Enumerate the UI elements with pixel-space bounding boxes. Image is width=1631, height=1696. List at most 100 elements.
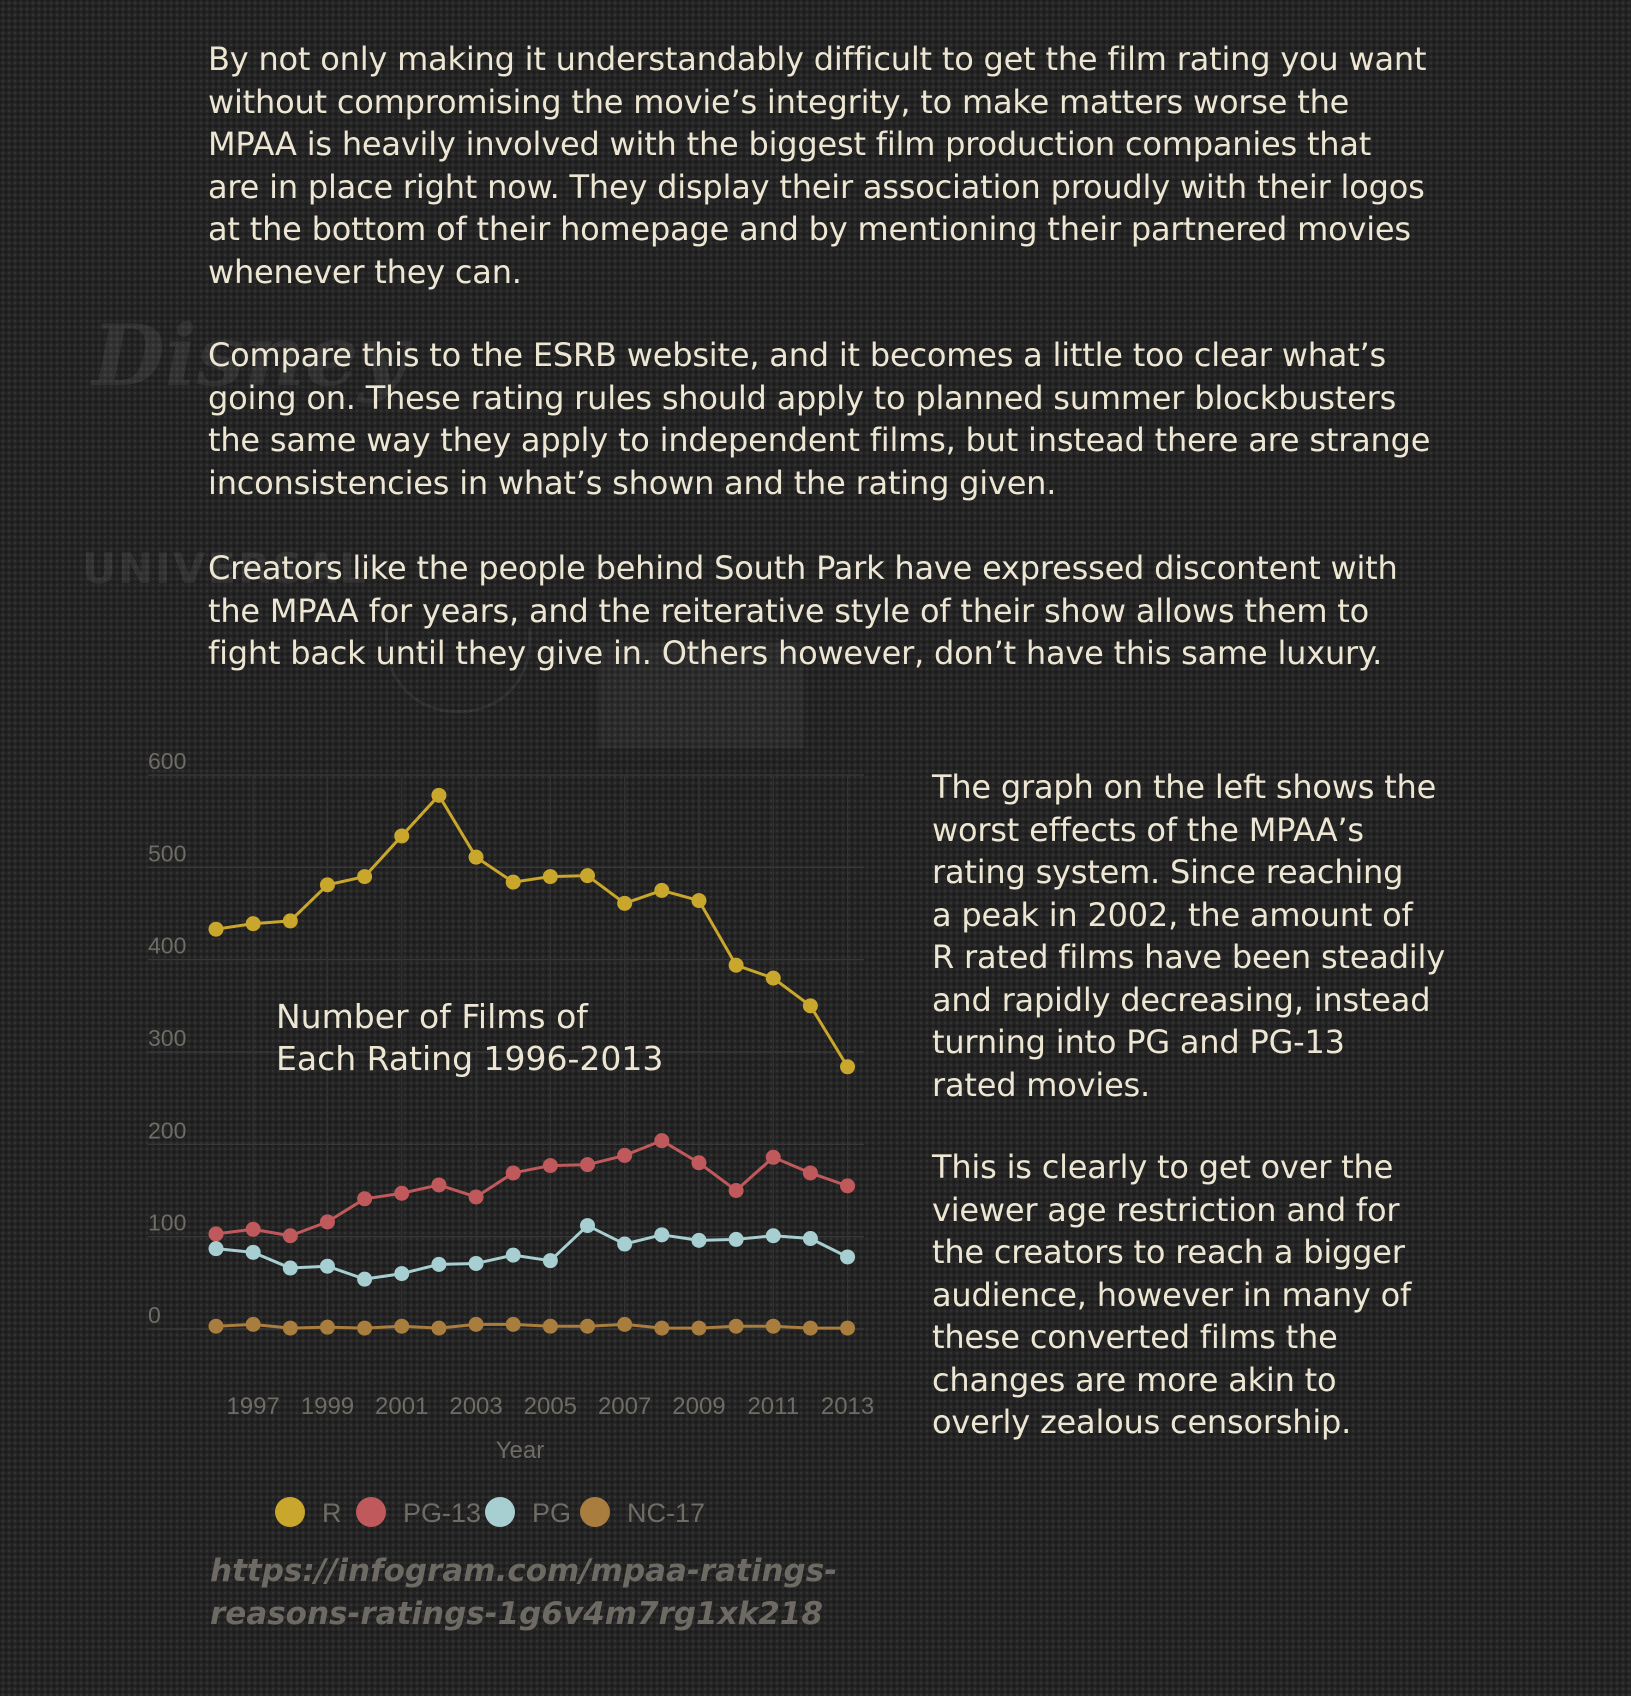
chart-title-line: Number of Films of: [276, 997, 589, 1036]
text-line: This is clearly to get over the: [932, 1148, 1394, 1186]
data-point: [728, 1183, 744, 1198]
x-tick-label: 2001: [375, 1393, 428, 1420]
legend-item-pg[interactable]: PG: [485, 1497, 571, 1528]
data-point: [208, 1241, 224, 1257]
x-tick-label: 1997: [226, 1393, 279, 1420]
data-point: [319, 877, 335, 893]
series-nc-17: [208, 1316, 856, 1336]
south-park-paragraph: Creators like the people behind South Pa…: [208, 547, 1398, 675]
data-point: [691, 1155, 707, 1171]
data-point: [654, 882, 670, 898]
data-point: [542, 1158, 558, 1174]
data-point: [691, 1320, 707, 1336]
text-line: whenever they can.: [208, 252, 522, 291]
data-point: [245, 1244, 261, 1260]
data-point: [840, 1178, 856, 1194]
data-point: [542, 869, 558, 885]
data-point: [394, 828, 410, 844]
data-point: [282, 1320, 298, 1336]
text-line: viewer age restriction and for: [932, 1190, 1400, 1229]
data-point: [208, 921, 224, 937]
y-tick-label: 100: [148, 1210, 186, 1236]
data-point: [357, 869, 373, 885]
censorship-paragraph: This is clearly to get over the viewer a…: [932, 1146, 1411, 1444]
data-point: [431, 1320, 447, 1336]
x-tick-label: 2013: [821, 1393, 874, 1420]
y-axis: 600 500 400 300 200 100 0: [148, 748, 186, 1328]
data-point: [394, 1185, 410, 1201]
text-line: R rated films have been steadily: [932, 938, 1445, 976]
x-tick-label: 2003: [449, 1393, 502, 1420]
text-line: the MPAA for years, and the reiterative …: [208, 591, 1369, 630]
data-point: [617, 1316, 633, 1332]
text-line: By not only making it understandably dif…: [208, 40, 1427, 78]
data-point: [468, 849, 484, 865]
source-link-line[interactable]: https://infogram.com/mpaa-ratings-: [210, 1553, 838, 1589]
data-point: [765, 1149, 781, 1165]
text-line: going on. These rating rules should appl…: [208, 378, 1397, 417]
text-line: worst effects of the MPAA’s: [932, 810, 1364, 849]
x-tick-label: 2007: [598, 1393, 651, 1420]
data-point: [840, 1320, 856, 1336]
y-tick-label: 300: [148, 1025, 186, 1051]
y-tick-label: 600: [148, 748, 186, 774]
data-point: [431, 1256, 447, 1272]
data-point: [319, 1319, 335, 1335]
data-point: [765, 1318, 781, 1334]
data-point: [802, 1320, 818, 1336]
data-point: [654, 1227, 670, 1243]
data-point: [580, 868, 595, 884]
x-tick-label: 1999: [301, 1393, 354, 1420]
legend-swatch: [356, 1497, 386, 1527]
y-tick-label: 0: [148, 1302, 161, 1328]
data-point: [357, 1271, 373, 1287]
legend-label: PG-13: [403, 1498, 481, 1528]
text-line: inconsistencies in what’s shown and the …: [208, 463, 1057, 502]
legend-label: NC-17: [627, 1498, 705, 1528]
data-point: [840, 1059, 856, 1075]
intro-paragraph: By not only making it understandably dif…: [208, 38, 1426, 293]
text-line: changes are more akin to: [932, 1360, 1337, 1399]
text-line: audience, however in many of: [932, 1275, 1412, 1314]
series-line: [215, 1224, 849, 1281]
data-point: [654, 1133, 670, 1149]
source-link-line[interactable]: reasons-ratings-1g6v4m7rg1xk218: [210, 1596, 823, 1632]
legend-swatch: [275, 1497, 305, 1527]
data-point: [654, 1320, 670, 1336]
data-point: [357, 1191, 373, 1207]
text-line: The graph on the left shows the: [932, 768, 1437, 806]
data-point: [282, 913, 298, 929]
data-point: [580, 1318, 595, 1334]
y-tick-label: 200: [148, 1117, 186, 1143]
legend-swatch: [580, 1497, 610, 1527]
legend-item-pg-13[interactable]: PG-13: [356, 1497, 481, 1528]
data-point: [394, 1318, 410, 1334]
esrb-comparison-paragraph: Compare this to the ESRB website, and it…: [208, 334, 1430, 504]
source-link[interactable]: https://infogram.com/mpaa-ratings- reaso…: [210, 1550, 837, 1636]
graph-explanation-paragraph: The graph on the left shows the worst ef…: [932, 766, 1445, 1106]
chart-title: Number of Films of Each Rating 1996-2013: [276, 997, 663, 1078]
y-tick-label: 500: [148, 840, 186, 866]
legend-item-nc-17[interactable]: NC-17: [580, 1497, 705, 1528]
data-point: [245, 916, 261, 932]
data-point: [728, 1231, 744, 1247]
data-point: [765, 1228, 781, 1244]
data-point: [468, 1189, 484, 1205]
chart-legend: R PG-13 PG NC-17: [275, 1497, 705, 1528]
series-r: [208, 787, 856, 1075]
disney-logo-watermark: Disney: [92, 306, 408, 405]
data-point: [357, 1320, 373, 1336]
data-point: [245, 1221, 261, 1237]
chart-series: [208, 787, 856, 1336]
text-line: the creators to reach a bigger: [932, 1233, 1405, 1271]
legend-item-r[interactable]: R: [275, 1497, 342, 1528]
data-point: [802, 998, 818, 1014]
text-line: overly zealous censorship.: [932, 1403, 1352, 1441]
text-line: MPAA is heavily involved with the bigges…: [208, 125, 1372, 163]
y-tick-label: 400: [148, 933, 186, 959]
text-line: Compare this to the ESRB website, and it…: [208, 336, 1386, 374]
chart-title-line: Each Rating 1996-2013: [276, 1039, 663, 1078]
x-tick-label: 2005: [524, 1393, 577, 1420]
legend-label: R: [322, 1498, 342, 1528]
